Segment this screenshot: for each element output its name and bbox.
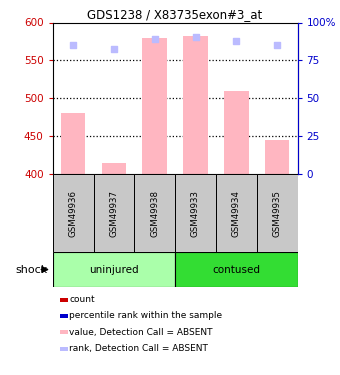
Bar — [53, 174, 94, 252]
Text: value, Detection Call = ABSENT: value, Detection Call = ABSENT — [69, 328, 213, 337]
Point — [70, 42, 76, 48]
Bar — [53, 252, 175, 286]
Text: rank, Detection Call = ABSENT: rank, Detection Call = ABSENT — [69, 345, 208, 354]
Text: GSM49933: GSM49933 — [191, 190, 200, 237]
Bar — [265, 140, 289, 174]
Text: count: count — [69, 296, 95, 304]
Bar — [175, 174, 216, 252]
Bar — [183, 36, 208, 174]
Bar — [61, 114, 85, 174]
Bar — [134, 174, 175, 252]
Text: GSM49936: GSM49936 — [69, 190, 78, 237]
Bar — [60, 314, 68, 318]
Bar — [60, 330, 68, 334]
Bar — [142, 38, 167, 174]
Bar — [175, 252, 298, 286]
Bar — [60, 298, 68, 302]
Point — [234, 39, 239, 45]
Text: uninjured: uninjured — [89, 264, 139, 274]
Title: GDS1238 / X83735exon#3_at: GDS1238 / X83735exon#3_at — [87, 8, 263, 21]
Point — [152, 36, 157, 42]
Bar — [94, 174, 134, 252]
Text: percentile rank within the sample: percentile rank within the sample — [69, 312, 223, 321]
Bar — [257, 174, 298, 252]
Point — [274, 42, 280, 48]
Text: GSM49935: GSM49935 — [273, 190, 282, 237]
Point — [193, 34, 198, 40]
Text: shock: shock — [16, 264, 48, 274]
Bar — [224, 91, 249, 174]
Bar — [216, 174, 257, 252]
Text: GSM49934: GSM49934 — [232, 190, 241, 237]
Text: GSM49937: GSM49937 — [109, 190, 118, 237]
Text: contused: contused — [212, 264, 260, 274]
Bar — [102, 163, 126, 174]
Text: GSM49938: GSM49938 — [150, 190, 159, 237]
Bar — [60, 347, 68, 351]
Point — [111, 46, 117, 52]
